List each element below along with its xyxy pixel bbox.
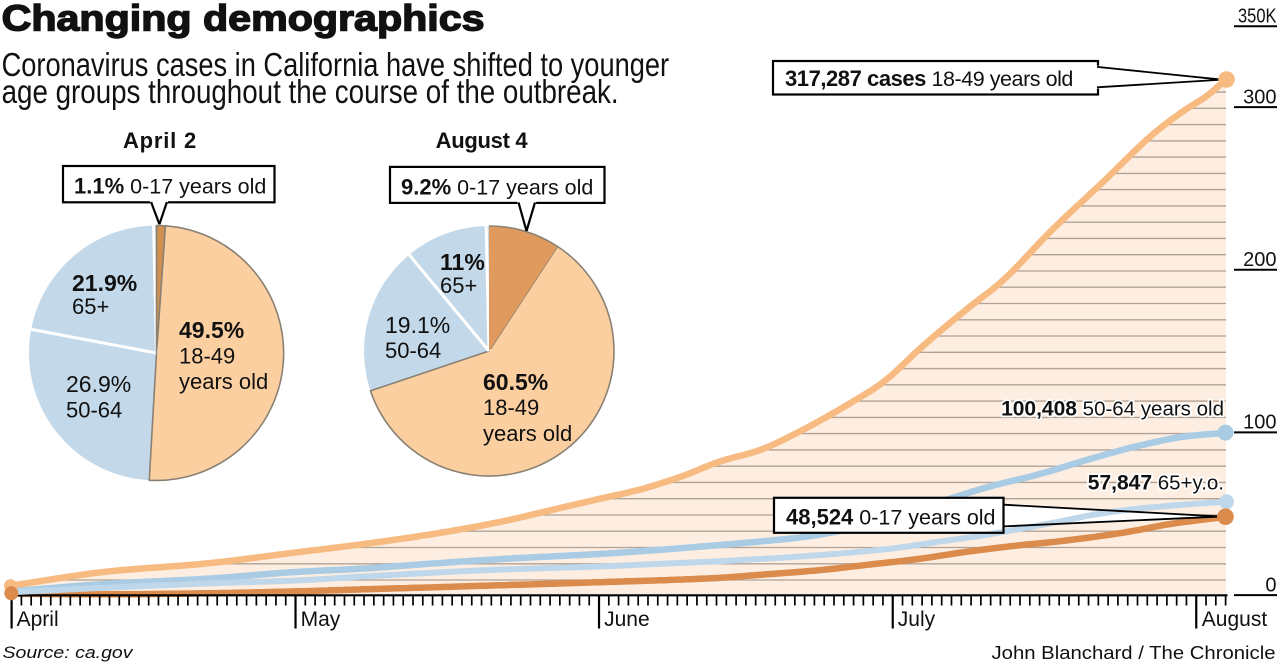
svg-text:60.5%: 60.5% — [483, 369, 548, 395]
svg-text:11%: 11% — [440, 249, 485, 275]
svg-text:100,408 50-64 years old: 100,408 50-64 years old — [1001, 398, 1224, 421]
svg-text:317,287 cases 18-49 years old: 317,287 cases 18-49 years old — [785, 66, 1073, 91]
svg-text:9.2% 0-17 years old: 9.2% 0-17 years old — [401, 175, 593, 200]
svg-text:18-49: 18-49 — [179, 344, 235, 369]
svg-text:August: August — [1202, 608, 1268, 631]
svg-text:Changing demographics: Changing demographics — [2, 0, 485, 39]
svg-text:April: April — [17, 608, 59, 631]
svg-text:65+: 65+ — [440, 273, 477, 298]
svg-text:26.9%: 26.9% — [66, 371, 131, 397]
svg-text:0: 0 — [1265, 574, 1276, 596]
svg-text:48,524 0-17 years old: 48,524 0-17 years old — [786, 505, 996, 530]
svg-text:May: May — [301, 608, 341, 631]
svg-text:100: 100 — [1243, 412, 1276, 434]
svg-text:200: 200 — [1243, 249, 1276, 271]
svg-text:years old: years old — [179, 369, 268, 394]
svg-text:57,847 65+y.o.: 57,847 65+y.o. — [1088, 472, 1224, 495]
svg-text:John Blanchard / The Chronicle: John Blanchard / The Chronicle — [992, 642, 1276, 663]
svg-text:21.9%: 21.9% — [72, 270, 137, 296]
svg-text:50-64: 50-64 — [385, 338, 441, 363]
svg-text:June: June — [604, 608, 650, 631]
svg-text:July: July — [898, 608, 936, 631]
svg-text:300: 300 — [1243, 86, 1276, 108]
svg-text:April 2: April 2 — [123, 128, 197, 153]
svg-text:Coronavirus cases in Californi: Coronavirus cases in California have shi… — [2, 47, 670, 84]
svg-text:1.1% 0-17 years old: 1.1% 0-17 years old — [74, 174, 266, 199]
svg-text:August 4: August 4 — [436, 128, 529, 153]
svg-text:49.5%: 49.5% — [179, 317, 244, 343]
svg-text:age groups throughout the cour: age groups throughout the course of the … — [2, 74, 619, 111]
svg-text:18-49: 18-49 — [483, 395, 539, 420]
svg-text:19.1%: 19.1% — [385, 312, 450, 338]
svg-text:350K: 350K — [1238, 6, 1277, 28]
svg-text:Source: ca.gov: Source: ca.gov — [3, 643, 135, 662]
svg-text:years old: years old — [483, 421, 572, 446]
svg-text:65+: 65+ — [72, 294, 109, 319]
svg-text:50-64: 50-64 — [66, 398, 122, 423]
